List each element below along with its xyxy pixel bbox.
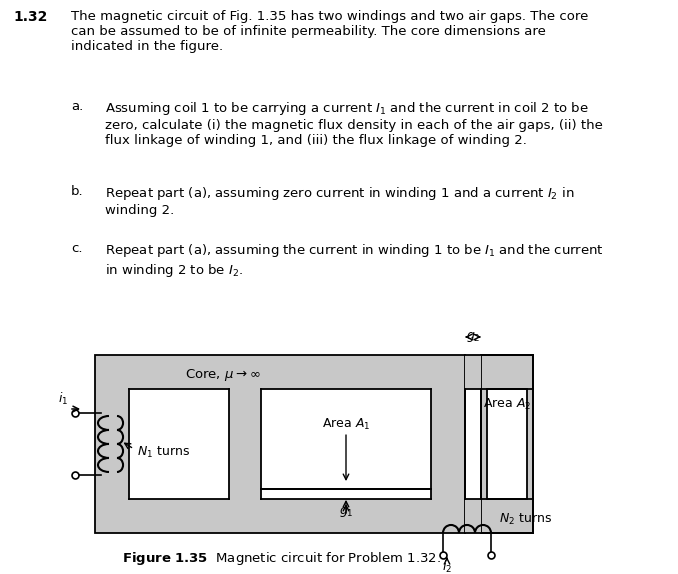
Text: $g_2$: $g_2$ — [466, 330, 480, 344]
Text: $i_2$: $i_2$ — [442, 559, 452, 574]
Bar — [261, 389, 431, 489]
Bar — [129, 389, 229, 499]
Text: b.: b. — [71, 185, 84, 198]
Text: The magnetic circuit of Fig. 1.35 has two windings and two air gaps. The core
ca: The magnetic circuit of Fig. 1.35 has tw… — [71, 10, 589, 53]
Text: Area $A_1$: Area $A_1$ — [322, 417, 370, 432]
Bar — [465, 355, 481, 389]
Text: $N_2$ turns: $N_2$ turns — [499, 511, 552, 526]
Text: c.: c. — [71, 242, 83, 255]
Bar — [261, 489, 431, 499]
Bar — [465, 499, 481, 533]
Text: $g_1$: $g_1$ — [339, 505, 353, 519]
Text: Repeat part (a), assuming the current in winding 1 to be $I_1$ and the current
i: Repeat part (a), assuming the current in… — [105, 242, 604, 278]
Bar — [481, 355, 533, 533]
Text: 1.32: 1.32 — [14, 10, 48, 24]
Text: Assuming coil 1 to be carrying a current $I_1$ and the current in coil 2 to be
z: Assuming coil 1 to be carrying a current… — [105, 100, 603, 147]
Text: Area $A_2$: Area $A_2$ — [483, 397, 531, 412]
Bar — [95, 355, 465, 533]
Text: $\mathbf{Figure\ 1.35}$  Magnetic circuit for Problem 1.32.: $\mathbf{Figure\ 1.35}$ Magnetic circuit… — [122, 550, 441, 567]
Text: Repeat part (a), assuming zero current in winding 1 and a current $I_2$ in
windi: Repeat part (a), assuming zero current i… — [105, 185, 574, 217]
Bar — [487, 389, 527, 499]
Text: Core, $\mu \rightarrow \infty$: Core, $\mu \rightarrow \infty$ — [185, 367, 260, 383]
Text: a.: a. — [71, 100, 83, 113]
Text: $N_1$ turns: $N_1$ turns — [137, 444, 190, 460]
Text: $i_1$: $i_1$ — [58, 391, 68, 407]
